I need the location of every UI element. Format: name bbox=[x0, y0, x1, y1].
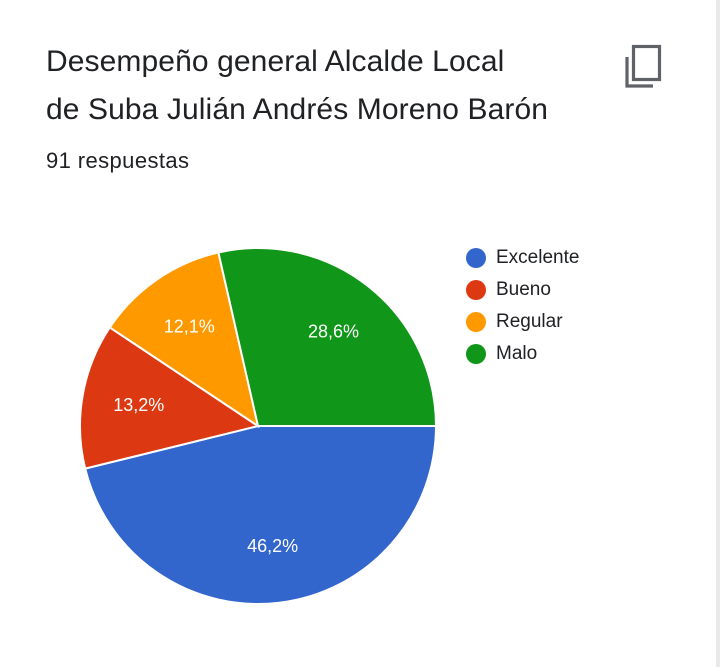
pie-slice-malo[interactable] bbox=[217, 247, 438, 427]
slice-label-regular: 12,1% bbox=[164, 316, 215, 336]
legend-item-regular[interactable]: Regular bbox=[466, 306, 579, 338]
legend-item-excelente[interactable]: Excelente bbox=[466, 242, 579, 274]
copy-chart-button[interactable] bbox=[616, 40, 668, 92]
right-edge bbox=[716, 0, 720, 667]
pie-slice-regular[interactable] bbox=[108, 251, 260, 429]
chart-title-line-2: de Suba Julián Andrés Moreno Barón bbox=[46, 93, 549, 126]
slice-label-excelente: 46,2% bbox=[247, 536, 298, 556]
chart-legend: Excelente Bueno Regular Malo bbox=[466, 242, 579, 370]
legend-swatch bbox=[466, 248, 486, 268]
legend-label: Bueno bbox=[496, 279, 551, 300]
legend-item-bueno[interactable]: Bueno bbox=[466, 274, 579, 306]
legend-label: Excelente bbox=[496, 247, 580, 268]
legend-label: Malo bbox=[496, 343, 538, 364]
chart-title-line-1: Desempeño general Alcalde Local bbox=[46, 45, 505, 78]
legend-swatch bbox=[466, 344, 486, 364]
pie-slice-bueno[interactable] bbox=[79, 326, 261, 470]
legend-label: Regular bbox=[496, 311, 563, 332]
chart-title: Desempeño general Alcalde Local de Suba … bbox=[46, 38, 606, 134]
legend-item-malo[interactable]: Malo bbox=[466, 338, 579, 370]
slice-label-bueno: 13,2% bbox=[113, 395, 164, 415]
legend-swatch bbox=[466, 312, 486, 332]
copy-icon bbox=[625, 44, 662, 88]
slice-label-malo: 28,6% bbox=[308, 321, 359, 341]
pie-slice-excelente[interactable] bbox=[83, 425, 438, 605]
legend-swatch bbox=[466, 280, 486, 300]
response-count: 91 respuestas bbox=[46, 148, 190, 173]
